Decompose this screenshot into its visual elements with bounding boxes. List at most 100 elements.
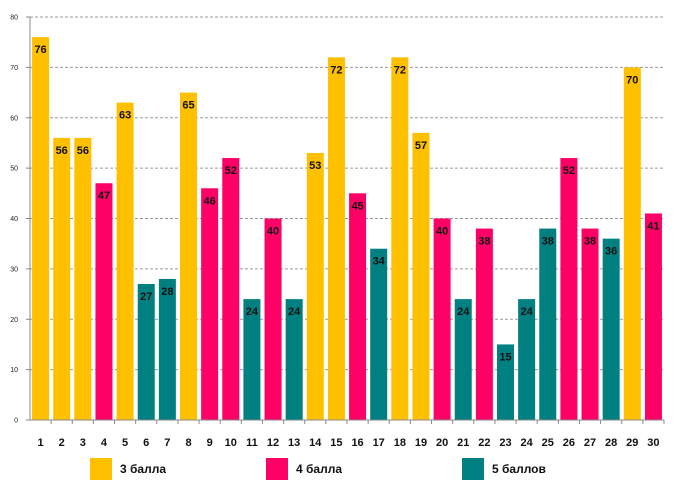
value-label-24: 24 [521, 306, 534, 318]
bar-28 [602, 238, 620, 420]
x-tick-label-18: 18 [394, 437, 406, 449]
value-label-7: 28 [161, 286, 173, 298]
bar-12 [264, 218, 282, 420]
bar-10 [222, 158, 240, 421]
value-label-13: 24 [288, 306, 301, 318]
legend-swatch-3 [90, 458, 112, 480]
x-tick-label-12: 12 [267, 437, 279, 449]
value-label-10: 52 [225, 165, 237, 177]
x-tick-label-19: 19 [415, 437, 427, 449]
y-tick-label: 40 [10, 216, 18, 223]
bar-25 [539, 228, 557, 420]
value-label-4: 47 [98, 190, 110, 202]
x-tick-label-17: 17 [373, 437, 385, 449]
value-label-2: 56 [56, 145, 68, 157]
y-tick-label: 70 [10, 65, 18, 72]
bar-23 [497, 344, 514, 420]
value-label-30: 41 [647, 220, 659, 232]
x-tick-label-20: 20 [436, 437, 448, 449]
value-label-22: 38 [478, 236, 490, 248]
x-tick-label-1: 1 [38, 437, 44, 449]
legend-label-4: 4 балла [296, 462, 343, 476]
x-tick-label-24: 24 [521, 437, 534, 449]
legend-swatch-4 [266, 458, 288, 480]
y-tick-label: 20 [10, 317, 18, 324]
value-label-26: 52 [563, 165, 575, 177]
x-tick-label-8: 8 [185, 437, 191, 449]
y-tick-label: 10 [10, 367, 18, 374]
x-tick-label-7: 7 [164, 437, 170, 449]
x-tick-label-6: 6 [143, 437, 149, 449]
bar-27 [581, 228, 599, 420]
legend-item-4: 4 балла [266, 458, 342, 480]
bar-21 [454, 299, 472, 420]
legend-item-3: 3 балла [90, 458, 166, 480]
gridlines [30, 16, 664, 371]
bar-20 [433, 218, 451, 420]
value-label-8: 65 [182, 100, 194, 112]
value-label-19: 57 [415, 140, 427, 152]
bar-3 [74, 137, 92, 420]
x-tick-label-13: 13 [288, 437, 300, 449]
x-tick-label-21: 21 [457, 437, 469, 449]
legend-swatch-5 [462, 458, 484, 480]
value-label-15: 72 [330, 64, 342, 76]
value-label-9: 46 [204, 195, 216, 207]
value-label-20: 40 [436, 226, 448, 238]
x-tick-label-11: 11 [246, 437, 258, 449]
x-tick-label-2: 2 [59, 437, 65, 449]
bar-30 [644, 213, 662, 420]
bar-11 [243, 299, 261, 420]
x-tick-label-15: 15 [330, 437, 342, 449]
value-label-27: 38 [584, 236, 596, 248]
legend-label-3: 3 балла [120, 462, 167, 476]
x-tick-label-22: 22 [478, 437, 490, 449]
bar-5 [116, 102, 134, 420]
value-label-17: 34 [373, 256, 386, 268]
x-tick-label-30: 30 [647, 437, 659, 449]
bar-13 [285, 299, 303, 420]
bar-8 [180, 92, 197, 420]
value-label-3: 56 [77, 145, 89, 157]
x-tick-label-14: 14 [309, 437, 322, 449]
x-axis: 1 2 3 4 5 6 7 8 9 10 11 12 13 14 15 16 17 18 19 20 21 22 23 24 2… [30, 419, 665, 449]
y-tick-label: 60 [10, 115, 18, 122]
bar-6 [137, 283, 155, 420]
value-label-11: 24 [246, 306, 259, 318]
bar-16 [349, 193, 367, 420]
bar-14 [306, 153, 324, 420]
x-tick-label-28: 28 [605, 437, 617, 449]
legend-item-5: 5 баллов [462, 458, 546, 480]
value-label-25: 38 [542, 236, 554, 248]
value-label-21: 24 [457, 306, 470, 318]
value-label-29: 70 [626, 74, 638, 86]
bar-1 [32, 37, 50, 421]
x-tick-label-4: 4 [101, 437, 108, 449]
bar-17 [370, 248, 388, 420]
bar-2 [53, 137, 71, 420]
y-axis: 0 10 20 30 40 50 60 70 80 [10, 15, 31, 425]
bar-19 [412, 132, 430, 421]
x-tick-label-23: 23 [499, 437, 511, 449]
x-tick-label-10: 10 [225, 437, 237, 449]
value-label-6: 27 [140, 291, 152, 303]
y-tick-label: 50 [10, 166, 18, 173]
bars: 76 56 56 47 63 27 28 65 46 52 24 40 24 53 72 45 34 72 57 40… [32, 37, 662, 421]
value-label-14: 53 [309, 160, 321, 172]
value-label-1: 76 [34, 44, 46, 56]
x-tick-label-27: 27 [584, 437, 596, 449]
value-label-12: 40 [267, 226, 279, 238]
y-tick-label: 80 [10, 15, 18, 22]
x-tick-label-25: 25 [542, 437, 554, 449]
bar-15 [327, 57, 345, 421]
value-label-18: 72 [394, 64, 406, 76]
x-tick-label-5: 5 [122, 437, 128, 449]
value-label-16: 45 [351, 200, 363, 212]
x-tick-label-16: 16 [351, 437, 363, 449]
y-tick-label: 0 [14, 418, 18, 425]
bar-26 [560, 158, 578, 421]
bar-9 [201, 188, 219, 420]
bar-18 [391, 57, 409, 421]
bar-4 [95, 183, 113, 420]
value-label-5: 63 [119, 110, 131, 122]
